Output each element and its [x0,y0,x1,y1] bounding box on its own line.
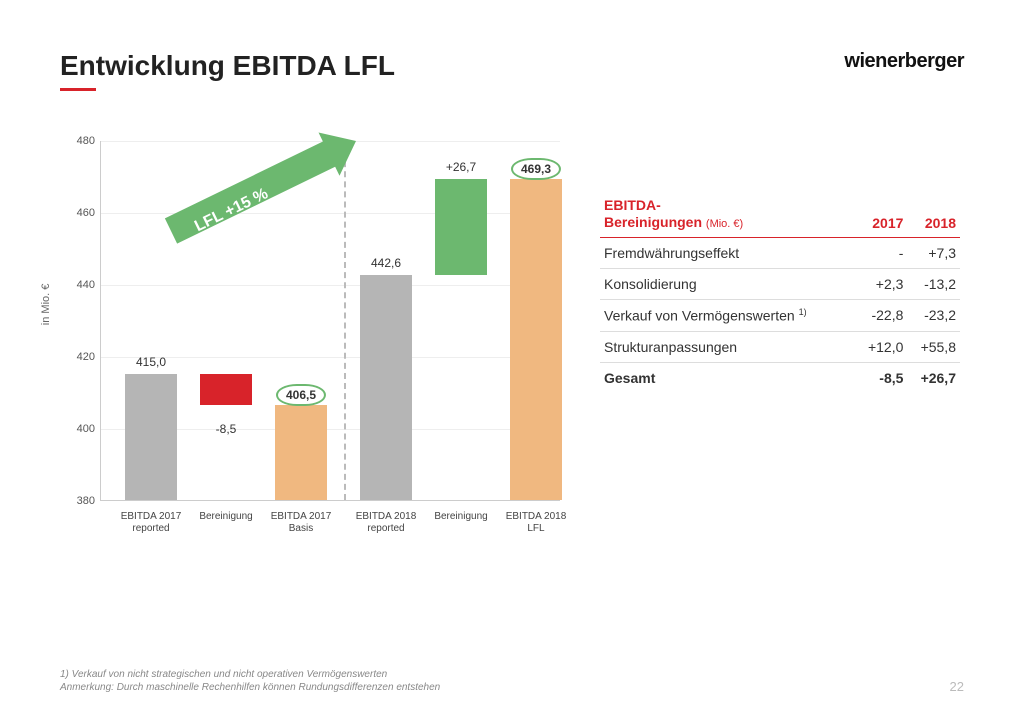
row-value-2018: +7,3 [907,237,960,268]
th-title-line2: Bereinigungen [604,214,702,230]
brand-logo: wienerberger [844,50,964,73]
adjustments-table: EBITDA- Bereinigungen (Mio. €) 2017 2018… [600,191,960,393]
y-tick-label: 380 [63,495,95,507]
row-value-2018: +55,8 [907,331,960,362]
slide: Entwicklung EBITDA LFL wienerberger in M… [0,0,1024,724]
gridline [101,357,560,358]
row-value-2017: +12,0 [855,331,908,362]
footnotes: 1) Verkauf von nicht strategischen und n… [60,668,440,694]
x-category-label: EBITDA 2017Basis [266,511,336,535]
footnote-1: 1) Verkauf von nicht strategischen und n… [60,668,440,681]
chart-plot-area: 380400420440460480415,0-8,5406,5442,6+26… [100,141,560,501]
chart-bar [360,275,412,500]
title-underline [60,88,96,91]
footnote-2: Anmerkung: Durch maschinelle Rechenhilfe… [60,681,440,694]
bar-value-label: 415,0 [136,355,166,369]
row-label: Verkauf von Vermögenswerten 1) [600,299,855,331]
row-value-2018: -23,2 [907,299,960,331]
y-tick-label: 440 [63,279,95,291]
x-category-label: Bereinigung [426,511,496,523]
table-header-col2: 2018 [907,191,960,237]
page-number: 22 [950,679,964,694]
row-value-2017: -22,8 [855,299,908,331]
header: Entwicklung EBITDA LFL wienerberger [60,50,964,91]
bar-value-label: 469,3 [511,158,561,180]
chart-bar [125,374,177,500]
chart-container: in Mio. € 380400420440460480415,0-8,5406… [60,131,580,561]
table-row: Verkauf von Vermögenswerten 1)-22,8-23,2 [600,299,960,331]
content-row: in Mio. € 380400420440460480415,0-8,5406… [60,131,964,561]
y-axis-label: in Mio. € [40,284,52,326]
total-value-2017: -8,5 [855,362,908,393]
row-value-2018: -13,2 [907,268,960,299]
x-category-label: EBITDA 2017reported [116,511,186,535]
bar-value-label: -8,5 [216,422,237,436]
x-category-label: EBITDA 2018reported [351,511,421,535]
table-body: Fremdwährungseffekt-+7,3Konsolidierung+2… [600,237,960,392]
table-container: EBITDA- Bereinigungen (Mio. €) 2017 2018… [600,191,960,561]
row-value-2017: - [855,237,908,268]
bar-value-label: +26,7 [446,160,476,174]
table-header-row: EBITDA- Bereinigungen (Mio. €) 2017 2018 [600,191,960,237]
table-row: Fremdwährungseffekt-+7,3 [600,237,960,268]
gridline [101,213,560,214]
chart-bar [510,179,562,500]
y-tick-label: 420 [63,351,95,363]
bar-value-label: 406,5 [276,384,326,406]
y-tick-label: 460 [63,207,95,219]
table-row: Strukturanpassungen+12,0+55,8 [600,331,960,362]
lfl-arrow-icon [121,20,364,172]
x-category-label: EBITDA 2018LFL [501,511,571,535]
x-category-label: Bereinigung [191,511,261,523]
group-divider [344,141,346,500]
gridline [101,285,560,286]
row-label: Strukturanpassungen [600,331,855,362]
table-row: Konsolidierung+2,3-13,2 [600,268,960,299]
chart-bar [435,179,487,275]
y-tick-label: 400 [63,423,95,435]
total-label: Gesamt [600,362,855,393]
bar-value-label: 442,6 [371,256,401,270]
row-value-2017: +2,3 [855,268,908,299]
table-header-title: EBITDA- Bereinigungen (Mio. €) [600,191,855,237]
table-total-row: Gesamt-8,5+26,7 [600,362,960,393]
th-unit: (Mio. €) [706,218,743,230]
y-tick-label: 480 [63,135,95,147]
row-label: Fremdwährungseffekt [600,237,855,268]
total-value-2018: +26,7 [907,362,960,393]
table-header-col1: 2017 [855,191,908,237]
chart-bar [200,374,252,405]
row-label: Konsolidierung [600,268,855,299]
th-title-line1: EBITDA- [604,197,661,213]
chart-bar [275,405,327,500]
